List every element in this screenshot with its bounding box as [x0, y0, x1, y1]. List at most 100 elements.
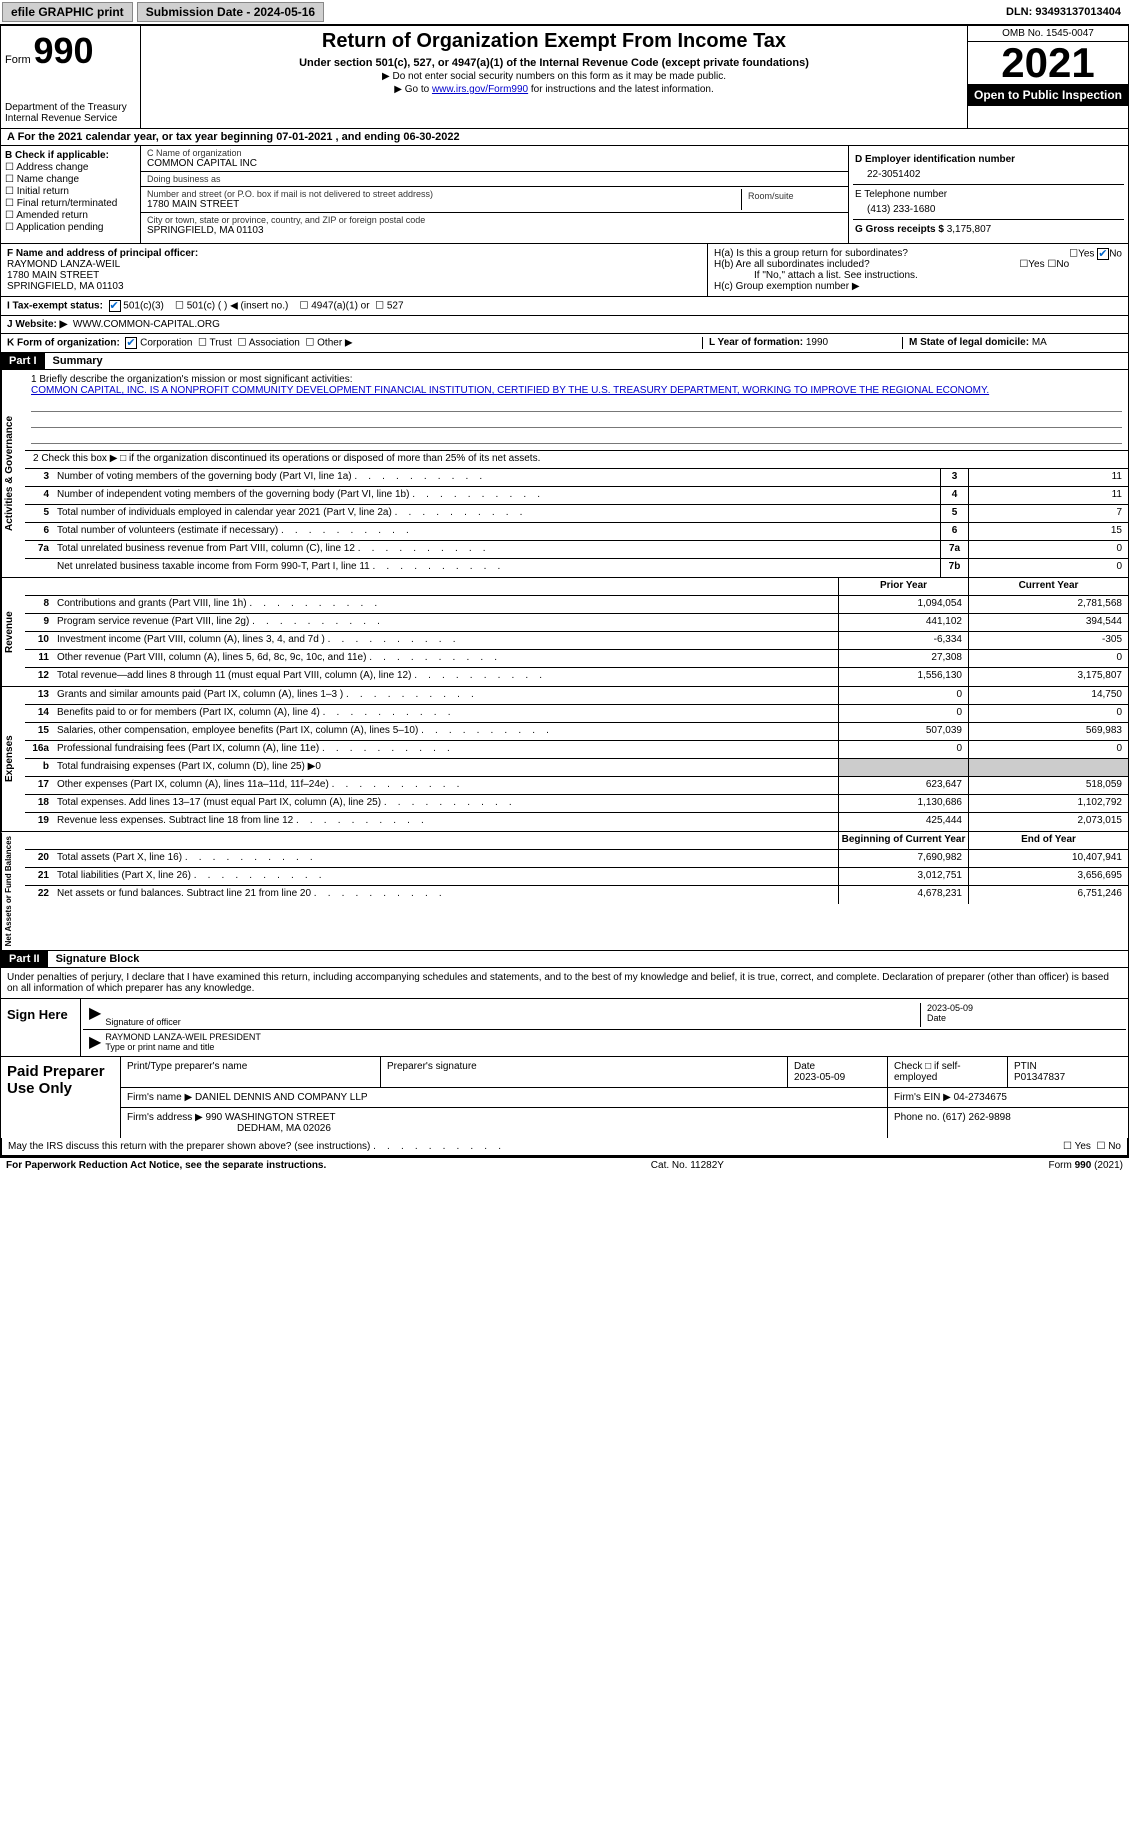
chk-corp[interactable]	[125, 337, 137, 349]
tax-exempt-row: I Tax-exempt status: 501(c)(3) ☐ 501(c) …	[0, 297, 1129, 316]
mission-text: COMMON CAPITAL, INC. IS A NONPROFIT COMM…	[31, 385, 1122, 396]
officer-name: RAYMOND LANZA-WEIL	[7, 259, 701, 270]
ssn-note: ▶ Do not enter social security numbers o…	[149, 71, 959, 82]
table-row: 22Net assets or fund balances. Subtract …	[25, 886, 1128, 904]
form-title: Return of Organization Exempt From Incom…	[149, 30, 959, 53]
firm-phone: (617) 262-9898	[942, 1112, 1010, 1123]
expenses-section: Expenses 13Grants and similar amounts pa…	[0, 687, 1129, 832]
revenue-section: Revenue Prior Year Current Year 8Contrib…	[0, 578, 1129, 687]
arrow-icon-2: ▶	[89, 1032, 101, 1052]
officer-name-title: RAYMOND LANZA-WEIL PRESIDENT	[105, 1032, 261, 1042]
table-row: 14Benefits paid to or for members (Part …	[25, 705, 1128, 723]
firm-name: DANIEL DENNIS AND COMPANY LLP	[195, 1092, 368, 1103]
signature-block: Under penalties of perjury, I declare th…	[0, 968, 1129, 1157]
officer-addr1: 1780 MAIN STREET	[7, 270, 701, 281]
form-label: Form	[5, 54, 31, 66]
room-label: Room/suite	[748, 191, 836, 201]
officer-label: F Name and address of principal officer:	[7, 248, 701, 259]
table-row: 15Salaries, other compensation, employee…	[25, 723, 1128, 741]
chk-address-change[interactable]: ☐ Address change	[5, 162, 136, 173]
discuss-text: May the IRS discuss this return with the…	[8, 1141, 1063, 1152]
hc-label: H(c) Group exemption number ▶	[714, 281, 1122, 292]
phone-label: E Telephone number	[855, 189, 1122, 200]
col-end: End of Year	[968, 832, 1128, 849]
footer-mid: Cat. No. 11282Y	[651, 1160, 724, 1171]
col-begin: Beginning of Current Year	[838, 832, 968, 849]
tax-year: 2021	[968, 42, 1128, 84]
page-footer: For Paperwork Reduction Act Notice, see …	[0, 1157, 1129, 1173]
table-row: 7aTotal unrelated business revenue from …	[25, 541, 1128, 559]
gross-label: G Gross receipts $	[855, 224, 944, 235]
part1-title: Summary	[45, 353, 111, 369]
dln-label: DLN: 93493137013404	[1006, 6, 1129, 18]
table-row: 5Total number of individuals employed in…	[25, 505, 1128, 523]
vtab-netassets: Net Assets or Fund Balances	[1, 832, 25, 950]
table-row: bTotal fundraising expenses (Part IX, co…	[25, 759, 1128, 777]
part1-header: Part I Summary	[0, 353, 1129, 370]
governance-section: Activities & Governance 1 Briefly descri…	[0, 370, 1129, 578]
chk-name-change[interactable]: ☐ Name change	[5, 174, 136, 185]
ein-value: 22-3051402	[855, 165, 1122, 180]
irs-link[interactable]: www.irs.gov/Form990	[432, 84, 528, 95]
top-toolbar: efile GRAPHIC print Submission Date - 20…	[0, 0, 1129, 25]
sig-officer-label: Signature of officer	[105, 1017, 920, 1027]
form-header: Form 990 Department of the Treasury Inte…	[0, 25, 1129, 129]
vtab-governance: Activities & Governance	[1, 370, 25, 577]
vtab-expenses: Expenses	[1, 687, 25, 831]
submission-date-button[interactable]: Submission Date - 2024-05-16	[137, 2, 324, 22]
table-row: 13Grants and similar amounts paid (Part …	[25, 687, 1128, 705]
chk-pending[interactable]: ☐ Application pending	[5, 222, 136, 233]
line2-text: 2 Check this box ▶ □ if the organization…	[25, 451, 1128, 468]
table-row: 6Total number of volunteers (estimate if…	[25, 523, 1128, 541]
street-value: 1780 MAIN STREET	[147, 199, 741, 210]
chk-501c3[interactable]	[109, 300, 121, 312]
officer-addr2: SPRINGFIELD, MA 01103	[7, 281, 701, 292]
year-formation: 1990	[806, 337, 828, 348]
part2-title: Signature Block	[48, 951, 148, 967]
table-row: 3Number of voting members of the governi…	[25, 469, 1128, 487]
website-row: J Website: ▶ WWW.COMMON-CAPITAL.ORG	[0, 316, 1129, 334]
part1-label: Part I	[1, 353, 45, 369]
table-row: 9Program service revenue (Part VIII, lin…	[25, 614, 1128, 632]
table-row: 21Total liabilities (Part X, line 26)3,0…	[25, 868, 1128, 886]
col-prior: Prior Year	[838, 578, 968, 595]
self-emp-head: Check □ if self-employed	[888, 1057, 1008, 1087]
phone-value: (413) 233-1680	[855, 200, 1122, 215]
period-row: A For the 2021 calendar year, or tax yea…	[0, 129, 1129, 146]
table-row: 8Contributions and grants (Part VIII, li…	[25, 596, 1128, 614]
type-name-label: Type or print name and title	[105, 1042, 261, 1052]
part2-label: Part II	[1, 951, 48, 967]
chk-initial-return[interactable]: ☐ Initial return	[5, 186, 136, 197]
form-number: 990	[33, 30, 93, 71]
paid-preparer-label: Paid Preparer Use Only	[1, 1057, 121, 1138]
prep-date: 2023-05-09	[794, 1072, 845, 1083]
open-inspection: Open to Public Inspection	[968, 84, 1128, 106]
mission-label: 1 Briefly describe the organization's mi…	[31, 374, 1122, 385]
dba-label: Doing business as	[147, 174, 842, 184]
org-name: COMMON CAPITAL INC	[147, 158, 842, 169]
box-b-label: B Check if applicable:	[5, 150, 136, 161]
sign-here-label: Sign Here	[1, 999, 81, 1056]
table-row: 12Total revenue—add lines 8 through 11 (…	[25, 668, 1128, 686]
table-row: 18Total expenses. Add lines 13–17 (must …	[25, 795, 1128, 813]
prep-name-head: Print/Type preparer's name	[121, 1057, 381, 1087]
chk-amended[interactable]: ☐ Amended return	[5, 210, 136, 221]
col-current: Current Year	[968, 578, 1128, 595]
table-row: 20Total assets (Part X, line 16)7,690,98…	[25, 850, 1128, 868]
netassets-section: Net Assets or Fund Balances Beginning of…	[0, 832, 1129, 951]
table-row: 19Revenue less expenses. Subtract line 1…	[25, 813, 1128, 831]
part2-header: Part II Signature Block	[0, 951, 1129, 968]
ha-no-check[interactable]	[1097, 248, 1109, 260]
entity-info-block: B Check if applicable: ☐ Address change …	[0, 146, 1129, 244]
footer-right: Form 990 (2021)	[1049, 1160, 1123, 1171]
footer-left: For Paperwork Reduction Act Notice, see …	[6, 1160, 326, 1171]
city-value: SPRINGFIELD, MA 01103	[147, 225, 842, 236]
dept-treasury: Department of the Treasury Internal Reve…	[5, 102, 136, 124]
org-name-label: C Name of organization	[147, 148, 842, 158]
arrow-icon: ▶	[89, 1003, 101, 1027]
gross-value: 3,175,807	[947, 224, 992, 235]
efile-print-button[interactable]: efile GRAPHIC print	[2, 2, 133, 22]
org-form-row: K Form of organization: Corporation ☐ Tr…	[0, 334, 1129, 353]
vtab-revenue: Revenue	[1, 578, 25, 686]
chk-final-return[interactable]: ☐ Final return/terminated	[5, 198, 136, 209]
